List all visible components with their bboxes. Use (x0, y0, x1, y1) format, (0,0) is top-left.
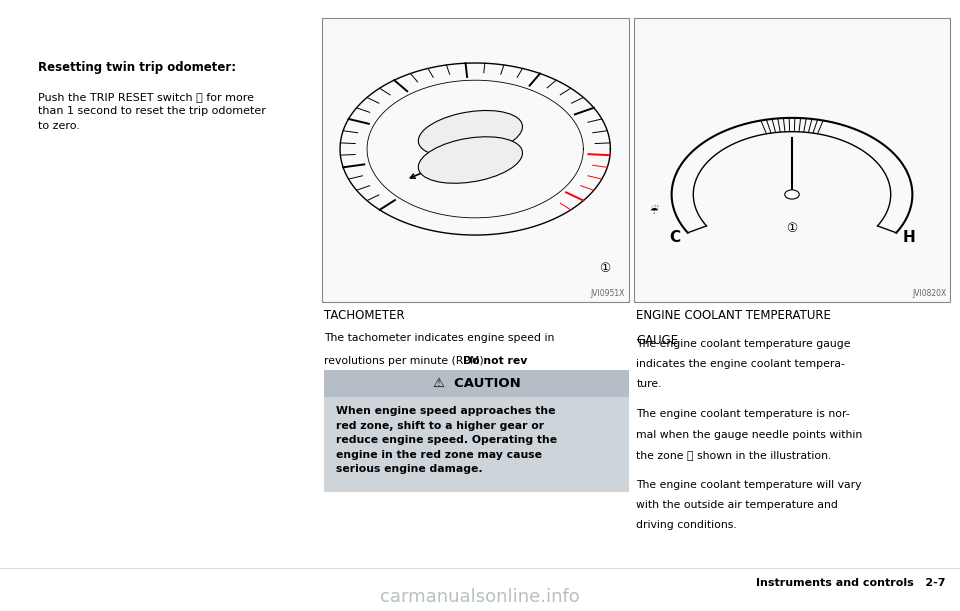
Text: ture.: ture. (636, 379, 662, 389)
Text: JVI0951X: JVI0951X (590, 288, 625, 298)
Text: GAUGE: GAUGE (636, 334, 679, 347)
Text: the zone ⓞ shown in the illustration.: the zone ⓞ shown in the illustration. (636, 450, 832, 459)
Ellipse shape (419, 111, 522, 157)
Text: TACHOMETER: TACHOMETER (324, 309, 405, 321)
Text: the engine into the red zone ⓞ.: the engine into the red zone ⓞ. (324, 377, 514, 387)
FancyBboxPatch shape (322, 18, 629, 302)
Text: When engine speed approaches the
red zone, shift to a higher gear or
reduce engi: When engine speed approaches the red zon… (336, 406, 557, 474)
Text: ENGINE COOLANT TEMPERATURE: ENGINE COOLANT TEMPERATURE (636, 309, 831, 321)
Ellipse shape (419, 137, 522, 183)
Text: Instruments and controls   2-7: Instruments and controls 2-7 (756, 578, 946, 588)
Text: with the outside air temperature and: with the outside air temperature and (636, 500, 838, 510)
Text: The engine coolant temperature gauge: The engine coolant temperature gauge (636, 339, 851, 349)
Text: revolutions per minute (RPM).: revolutions per minute (RPM). (324, 356, 492, 366)
Text: ①: ① (786, 222, 798, 235)
Text: driving conditions.: driving conditions. (636, 520, 737, 530)
Text: indicates the engine coolant tempera-: indicates the engine coolant tempera- (636, 359, 846, 369)
Text: ⚠  CAUTION: ⚠ CAUTION (433, 377, 520, 390)
Circle shape (784, 190, 800, 199)
Text: Push the TRIP RESET switch ⓢ for more
than 1 second to reset the trip odometer
t: Push the TRIP RESET switch ⓢ for more th… (38, 92, 266, 131)
Text: ①: ① (599, 262, 611, 276)
Text: H: H (902, 230, 915, 245)
Text: Do not rev: Do not rev (463, 356, 527, 366)
FancyBboxPatch shape (324, 370, 629, 397)
Text: C: C (670, 230, 681, 245)
Text: JVI0820X: JVI0820X (912, 288, 947, 298)
Text: ☔: ☔ (649, 205, 658, 216)
Text: The engine coolant temperature will vary: The engine coolant temperature will vary (636, 480, 862, 489)
Text: Resetting twin trip odometer:: Resetting twin trip odometer: (38, 61, 236, 74)
Text: carmanualsonline.info: carmanualsonline.info (380, 588, 580, 606)
Text: The tachometer indicates engine speed in: The tachometer indicates engine speed in (324, 333, 555, 343)
Text: The engine coolant temperature is nor-: The engine coolant temperature is nor- (636, 409, 851, 419)
FancyBboxPatch shape (324, 397, 629, 492)
Text: mal when the gauge needle points within: mal when the gauge needle points within (636, 430, 863, 439)
FancyBboxPatch shape (634, 18, 950, 302)
